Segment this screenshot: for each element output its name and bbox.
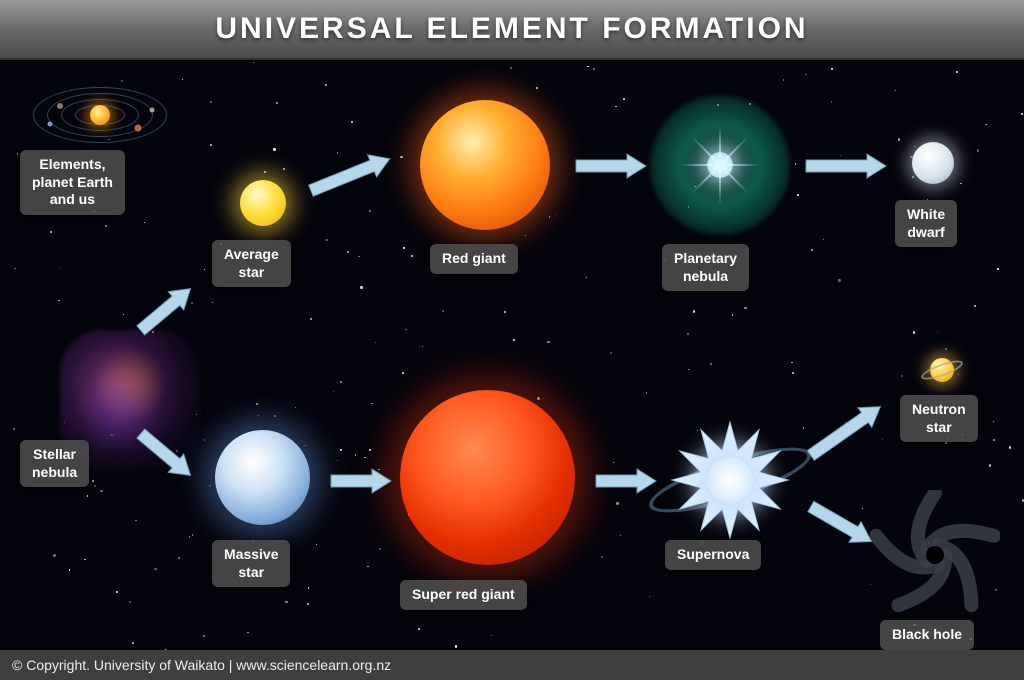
super-red-giant-object bbox=[400, 390, 575, 565]
arrow-super-red-giant-to-supernova bbox=[595, 468, 657, 494]
neutron-star-label: Neutron star bbox=[900, 395, 978, 442]
black-hole-label: Black hole bbox=[880, 620, 974, 650]
neutron-star-object bbox=[930, 358, 954, 382]
white-dwarf-object bbox=[912, 142, 954, 184]
page-title: UNIVERSAL ELEMENT FORMATION bbox=[215, 12, 808, 46]
average-star-object bbox=[240, 180, 286, 226]
massive-star-label: Massive star bbox=[212, 540, 290, 587]
planetary-nebula-label: Planetary nebula bbox=[662, 244, 749, 291]
supernova-label: Supernova bbox=[665, 540, 761, 570]
arrow-red-giant-to-planetary-nebula bbox=[575, 153, 647, 179]
copyright-text: © Copyright. University of Waikato | www… bbox=[12, 657, 391, 673]
stellar-nebula-label: Stellar nebula bbox=[20, 440, 89, 487]
red-giant-label: Red giant bbox=[430, 244, 518, 274]
elements-earth-object bbox=[30, 80, 170, 150]
arrow-planetary-nebula-to-white-dwarf bbox=[805, 153, 887, 179]
arrow-massive-star-to-super-red-giant bbox=[330, 468, 392, 494]
massive-star-object bbox=[215, 430, 310, 525]
super-red-giant-label: Super red giant bbox=[400, 580, 527, 610]
black-hole-object bbox=[870, 490, 1000, 620]
footer: © Copyright. University of Waikato | www… bbox=[0, 650, 1024, 680]
supernova-object bbox=[660, 410, 800, 550]
header: UNIVERSAL ELEMENT FORMATION bbox=[0, 0, 1024, 60]
planetary-nebula-object bbox=[650, 95, 790, 235]
diagram-canvas: Stellar nebula Elements, planet Earth and… bbox=[0, 60, 1024, 650]
elements-earth-label: Elements, planet Earth and us bbox=[20, 150, 125, 215]
red-giant-object bbox=[420, 100, 550, 230]
white-dwarf-label: White dwarf bbox=[895, 200, 957, 247]
average-star-label: Average star bbox=[212, 240, 291, 287]
